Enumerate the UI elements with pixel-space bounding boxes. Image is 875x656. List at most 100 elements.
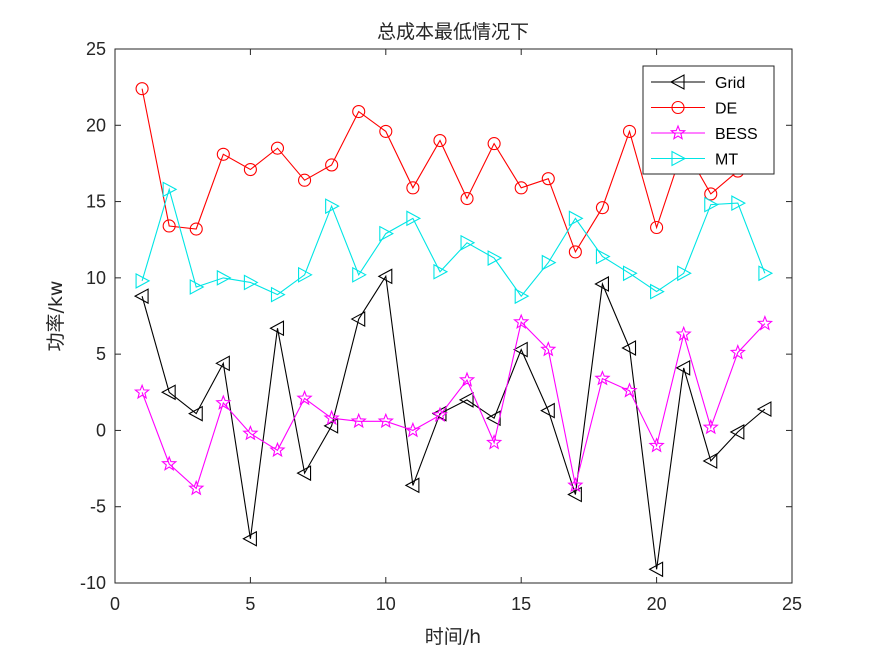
legend-entry-mt: MT (651, 150, 738, 169)
legend-marker (669, 74, 685, 90)
series-line-de (141, 88, 766, 254)
data-point-bess (594, 370, 611, 386)
data-point-de (189, 222, 203, 236)
y-tick-label: 5 (96, 344, 106, 364)
data-point-grid (188, 405, 203, 422)
data-point-mt (325, 198, 340, 215)
data-point-mt (487, 250, 503, 266)
data-point-grid (621, 340, 637, 356)
data-point-grid (540, 402, 555, 419)
data-point-de (622, 124, 637, 138)
legend-label: Grid (715, 75, 745, 92)
data-point-mt (460, 234, 476, 251)
legend-marker (669, 124, 687, 140)
data-point-de (433, 133, 447, 148)
data-point-bess (729, 344, 746, 360)
data-point-mt (731, 195, 747, 212)
legend-label: BESS (715, 126, 758, 143)
data-point-de (135, 82, 149, 96)
data-point-bess (756, 315, 774, 331)
x-tick-label: 20 (647, 594, 667, 614)
data-point-bess (621, 382, 638, 398)
series-line-bess (141, 320, 766, 490)
data-point-bess (269, 441, 286, 458)
series-line-grid (141, 274, 766, 570)
series-layer (133, 82, 774, 578)
legend-box (642, 65, 775, 175)
data-point-grid (458, 391, 474, 408)
y-tick-label: 15 (86, 192, 106, 212)
data-point-de (298, 173, 312, 187)
data-point-bess (404, 421, 421, 438)
legend-marker (671, 100, 685, 115)
data-point-de (243, 162, 257, 177)
data-point-mt (270, 286, 286, 303)
y-tick-label: 25 (86, 39, 106, 59)
legend-entry-bess: BESS (651, 124, 758, 143)
data-point-grid (594, 276, 609, 292)
data-point-grid (133, 288, 149, 305)
data-point-mt (433, 263, 449, 280)
data-point-bess (296, 389, 313, 406)
data-point-bess (567, 476, 584, 493)
data-point-bess (133, 383, 151, 400)
x-tick-label: 25 (782, 594, 802, 614)
data-point-grid (567, 486, 582, 503)
data-point-de (595, 201, 609, 215)
data-point-grid (648, 561, 664, 578)
data-point-bess (215, 394, 232, 410)
data-point-mt (595, 248, 611, 265)
data-point-bess (242, 424, 259, 441)
data-point-de (460, 191, 474, 206)
series-bess (133, 313, 774, 496)
data-point-de (541, 172, 555, 186)
legend-label: MT (715, 152, 738, 169)
data-point-mt (352, 266, 367, 283)
data-point-bess (350, 412, 367, 429)
x-tick-label: 15 (511, 594, 531, 614)
data-point-grid (215, 355, 230, 372)
data-point-bess (161, 455, 178, 471)
data-point-de (325, 158, 339, 172)
data-point-mt (541, 254, 557, 271)
series-line-mt (141, 187, 766, 298)
data-point-grid (729, 424, 745, 440)
data-point-de (487, 137, 501, 151)
data-point-mt (622, 265, 638, 282)
legend-label: DE (715, 101, 737, 118)
y-axis-label: 功率/kw (45, 281, 67, 352)
data-point-bess (486, 434, 503, 450)
data-point-bess (513, 313, 530, 330)
data-point-mt (677, 265, 692, 282)
y-tick-label: 10 (86, 268, 106, 288)
x-tick-label: 10 (376, 594, 396, 614)
data-point-bess (323, 409, 340, 426)
data-point-grid (296, 465, 312, 482)
data-point-mt (162, 181, 178, 198)
data-point-mt (650, 283, 665, 300)
legend: Grid DE BESS MT (642, 65, 775, 175)
legend-entry-de: DE (651, 101, 737, 118)
data-point-mt (243, 274, 259, 291)
data-point-bess (458, 371, 476, 387)
legend-marker (671, 150, 687, 167)
data-point-mt (704, 196, 719, 213)
x-tick-label: 5 (245, 594, 255, 614)
series-grid (133, 268, 772, 578)
tick-layer: 0 5 10 15 20 25 -10 -5 0 5 10 15 20 25 (80, 39, 802, 614)
data-point-mt (189, 279, 205, 295)
legend-entry-grid: Grid (651, 74, 745, 92)
data-point-mt (406, 210, 422, 227)
data-point-mt (216, 269, 232, 286)
data-point-de (270, 141, 285, 155)
data-point-grid (675, 359, 691, 376)
data-point-de (514, 181, 528, 195)
data-point-bess (188, 479, 205, 496)
y-tick-label: -5 (90, 497, 106, 517)
data-point-de (352, 105, 366, 119)
chart-title: 总成本最低情况下 (377, 21, 529, 43)
data-point-mt (298, 266, 313, 283)
data-point-grid (756, 401, 772, 417)
y-tick-label: -10 (80, 573, 106, 593)
